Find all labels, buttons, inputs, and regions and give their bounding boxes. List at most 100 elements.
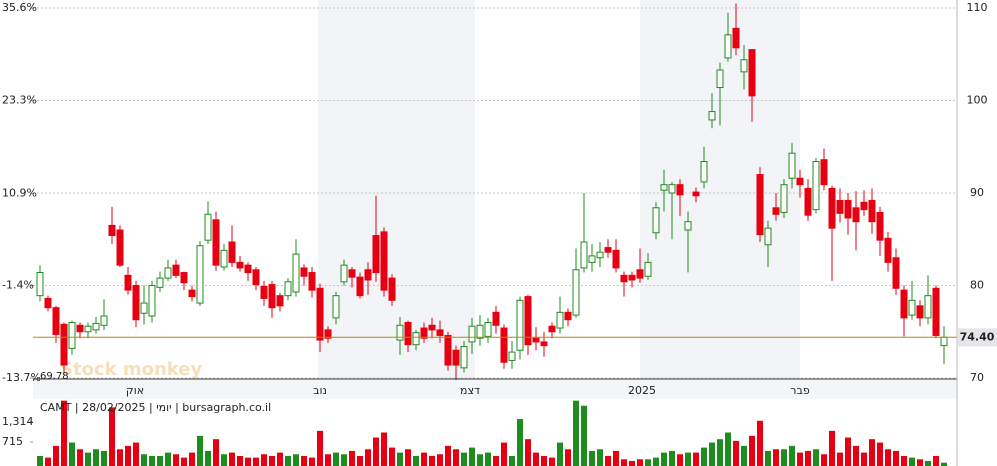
volume-bar [637,459,643,466]
candle-body [412,332,420,346]
volume-bar [837,452,843,466]
volume-bar [253,457,259,466]
candle-body [196,245,204,304]
candle-body [124,274,132,291]
volume-bar [717,439,723,466]
candle-body [300,267,308,277]
volume-bar [461,452,467,466]
volume-bar [557,442,563,466]
volume-bar [181,457,187,466]
candle-body [596,251,604,259]
volume-bar [893,450,899,466]
candle-body [404,322,412,346]
y2-tick-label: -13.7% [2,371,41,384]
volume-bar [797,452,803,466]
volume-bar [77,449,83,466]
volume-bar [621,459,627,466]
y-tick-label: 90 [970,186,984,199]
volume-bar [237,455,243,466]
candle-body [60,323,68,366]
volume-bar [573,400,579,466]
volume-bar [45,457,51,466]
volume-bar [677,454,683,466]
volume-bar [501,442,507,466]
volume-bar [773,449,779,466]
volume-bar [781,449,787,466]
candle-body [396,324,404,341]
candle-body [36,272,44,297]
y-tick-label: 100 [967,94,988,107]
candle-body [260,285,268,299]
candle-body [580,241,588,269]
volume-bar [349,450,355,466]
volume-bar [517,419,523,466]
y2-tick-label: 10.9% [2,186,37,199]
candle-body [788,152,796,179]
volume-bar [757,420,763,466]
volume-bar [109,407,115,466]
volume-bar [733,440,739,466]
candle-body [676,184,684,196]
volume-bar [93,449,99,466]
x-axis-band [33,380,957,399]
month-band [318,0,475,379]
candle-body [284,281,292,297]
candle-body [500,327,508,363]
candle-body [236,261,244,269]
candle-body [628,274,636,281]
volume-bar [869,439,875,466]
y-tick-label: 715 [2,435,23,448]
candle-body [860,201,868,211]
candle-body [588,255,596,263]
candle-body [796,177,804,186]
candle-body [908,299,916,316]
candle-body [644,261,652,277]
y-tick-label: 110 [967,1,988,14]
volume-bar [901,455,907,466]
volume-bar [629,460,635,466]
candle-body [916,305,924,319]
volume-bar [749,435,755,466]
candle-body [612,249,620,269]
volume-bar [805,450,811,466]
candle-body [740,59,748,73]
y-tick-label: 70 [970,371,984,384]
volume-bar [525,439,531,466]
last-price-label: 74.40 [960,330,995,343]
candle-body [548,325,556,333]
x-tick-label: נוב [313,384,327,397]
candle-body [100,315,108,326]
volume-bar [221,454,227,466]
volume-bar [645,459,651,466]
candle-body [180,272,188,284]
volume-bar [53,445,59,466]
candle-body [876,211,884,241]
volume-bar [165,452,171,466]
volume-bar [549,457,555,466]
candle-body [724,34,732,59]
volume-bar [853,445,859,466]
volume-bar [429,455,435,466]
candle-body [228,241,236,263]
volume-bar [389,447,395,466]
candle-body [140,302,148,314]
volume-bar [189,452,195,466]
volume-bar [397,452,403,466]
y2-tick-label: 35.6% [2,1,37,14]
volume-bar [157,455,163,466]
volume-bar [453,449,459,466]
candle-body [276,295,284,307]
candle-body [924,295,932,319]
volume-bar [445,445,451,466]
candle-body [556,311,564,329]
candle-body [828,187,836,229]
volume-bar [933,455,939,466]
y-tick-label: 1,314 [2,415,34,428]
volume-bar [661,452,667,466]
volume-bar [885,449,891,466]
candle-body [764,227,772,246]
candle-body [708,111,716,121]
volume-bar [941,462,947,466]
volume-bar [357,455,363,466]
